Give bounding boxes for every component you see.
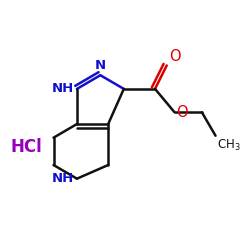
Text: O: O [169,48,180,64]
Text: N: N [95,59,106,72]
Text: NH: NH [52,172,74,185]
Text: HCl: HCl [10,138,42,156]
Text: NH: NH [52,82,74,96]
Text: O: O [176,105,188,120]
Text: CH$_3$: CH$_3$ [218,138,241,153]
